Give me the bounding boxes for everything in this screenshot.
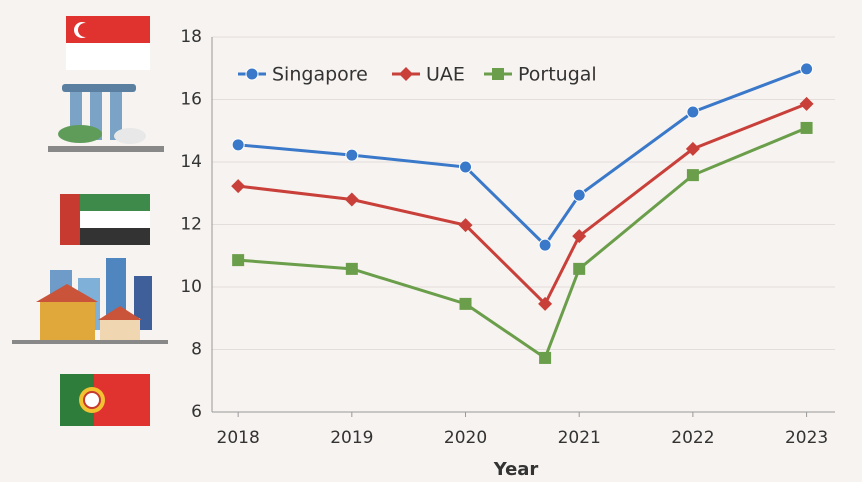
legend-label: Singapore xyxy=(272,64,368,86)
series-line xyxy=(238,67,808,248)
marker xyxy=(344,192,359,207)
marker xyxy=(345,262,358,275)
marker xyxy=(800,121,813,134)
marker xyxy=(538,238,552,252)
y-tick-label: 8 xyxy=(191,340,202,360)
marker xyxy=(800,62,814,76)
y-tick-label: 16 xyxy=(180,90,202,110)
x-tick-label: 2018 xyxy=(217,428,260,448)
marker xyxy=(492,68,504,80)
flag-singapore xyxy=(66,43,150,70)
legend: Singapore UAE Portugal xyxy=(238,64,597,86)
marker xyxy=(685,141,700,156)
marker xyxy=(231,179,246,194)
y-tick-label: 12 xyxy=(180,215,202,235)
y-tick-label: 6 xyxy=(191,402,202,422)
marker xyxy=(573,262,586,275)
marker xyxy=(345,148,359,162)
marker xyxy=(232,254,245,267)
marker xyxy=(538,296,553,311)
x-tick-label: 2022 xyxy=(671,428,714,448)
x-tick-label: 2019 xyxy=(330,428,373,448)
marker xyxy=(572,229,587,244)
legend-label: Portugal xyxy=(518,64,597,86)
marker xyxy=(799,96,814,111)
x-tick-label: 2023 xyxy=(785,428,828,448)
marker xyxy=(686,105,700,119)
x-axis-title: Year xyxy=(493,459,539,480)
legend-label: UAE xyxy=(426,64,465,86)
illustrations xyxy=(12,16,168,426)
marker xyxy=(458,218,473,233)
marker xyxy=(686,169,699,182)
marker xyxy=(399,67,413,81)
marker xyxy=(231,138,245,152)
marker xyxy=(572,188,586,202)
marker xyxy=(459,160,473,174)
y-tick-label: 14 xyxy=(180,152,202,172)
plot-area: 6 8 10 12 14 16 18 2018 2019 2020 2021 2022 2023 xyxy=(180,27,835,448)
marker xyxy=(539,351,552,364)
x-tick-label: 2021 xyxy=(558,428,601,448)
x-tick-label: 2020 xyxy=(444,428,487,448)
marker xyxy=(245,67,259,81)
y-tick-label: 18 xyxy=(180,27,202,47)
series-line xyxy=(237,102,808,307)
y-tick-label: 10 xyxy=(180,277,202,297)
marker xyxy=(459,297,472,310)
